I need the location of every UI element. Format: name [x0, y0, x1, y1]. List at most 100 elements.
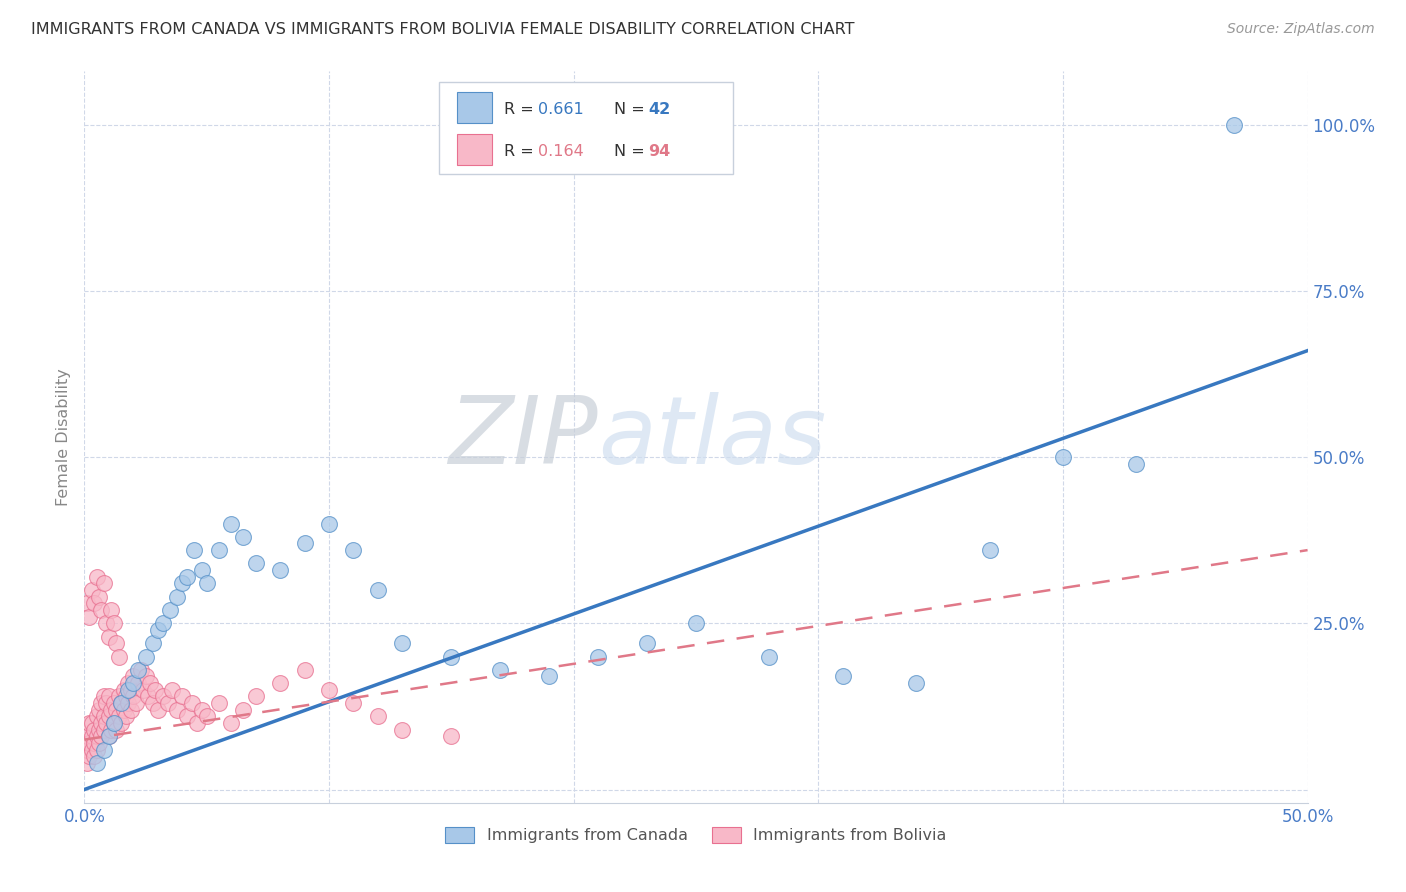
Point: [245, 557, 267, 571]
Point: [342, 696, 364, 710]
Legend: Immigrants from Canada, Immigrants from Bolivia: Immigrants from Canada, Immigrants from …: [439, 821, 953, 850]
Point: [96, 616, 118, 631]
Point: [110, 696, 132, 710]
Point: [367, 582, 389, 597]
Point: [87, 590, 110, 604]
Point: [186, 716, 208, 731]
Point: [538, 669, 561, 683]
Point: [440, 649, 463, 664]
Point: [143, 682, 166, 697]
Point: [136, 690, 159, 704]
Text: Source: ZipAtlas.com: Source: ZipAtlas.com: [1227, 22, 1375, 37]
Point: [146, 703, 169, 717]
Point: [166, 590, 188, 604]
Point: [758, 649, 780, 664]
Point: [1125, 457, 1147, 471]
Point: [232, 530, 254, 544]
Y-axis label: Female Disability: Female Disability: [56, 368, 72, 506]
Point: [195, 709, 218, 723]
Point: [80, 716, 103, 731]
Point: [77, 749, 100, 764]
Point: [77, 609, 100, 624]
Point: [100, 703, 122, 717]
Point: [269, 563, 291, 577]
Point: [294, 536, 316, 550]
Point: [103, 616, 125, 631]
Point: [87, 703, 110, 717]
Point: [86, 729, 108, 743]
Point: [586, 649, 609, 664]
Point: [117, 676, 139, 690]
Point: [117, 696, 139, 710]
Point: [100, 723, 122, 737]
Point: [183, 543, 205, 558]
Point: [172, 576, 194, 591]
Point: [391, 723, 413, 737]
Point: [112, 703, 135, 717]
Text: 42: 42: [648, 102, 671, 117]
Point: [367, 709, 389, 723]
Point: [112, 682, 135, 697]
Point: [93, 742, 115, 756]
Point: [120, 703, 142, 717]
Point: [80, 729, 103, 743]
Point: [191, 703, 214, 717]
Point: [125, 696, 148, 710]
Point: [232, 703, 254, 717]
Point: [83, 723, 105, 737]
Point: [100, 603, 122, 617]
Point: [318, 682, 340, 697]
Point: [129, 663, 152, 677]
Point: [139, 676, 162, 690]
Point: [122, 690, 145, 704]
Point: [97, 709, 120, 723]
Point: [93, 709, 115, 723]
Point: [391, 636, 413, 650]
Point: [110, 696, 132, 710]
Point: [103, 696, 125, 710]
Point: [132, 682, 155, 697]
Point: [440, 729, 463, 743]
Point: [86, 570, 108, 584]
Point: [93, 723, 115, 737]
Point: [342, 543, 364, 558]
Point: [105, 636, 128, 650]
Point: [172, 690, 194, 704]
Point: [87, 736, 110, 750]
Point: [110, 716, 132, 731]
Point: [115, 690, 138, 704]
Point: [93, 576, 115, 591]
Point: [636, 636, 658, 650]
Point: [318, 516, 340, 531]
Point: [117, 682, 139, 697]
Point: [159, 603, 181, 617]
Text: 0.164: 0.164: [538, 145, 583, 159]
Point: [103, 716, 125, 731]
Point: [80, 742, 103, 756]
Point: [90, 729, 112, 743]
Point: [86, 756, 108, 770]
Point: [76, 596, 98, 610]
Point: [107, 649, 129, 664]
Point: [162, 682, 184, 697]
Point: [245, 690, 267, 704]
Point: [195, 576, 218, 591]
Text: IMMIGRANTS FROM CANADA VS IMMIGRANTS FROM BOLIVIA FEMALE DISABILITY CORRELATION : IMMIGRANTS FROM CANADA VS IMMIGRANTS FRO…: [31, 22, 855, 37]
Text: N =: N =: [614, 145, 650, 159]
Point: [122, 676, 145, 690]
Point: [97, 690, 120, 704]
Point: [97, 729, 120, 743]
Point: [208, 696, 231, 710]
Point: [156, 696, 179, 710]
Point: [96, 696, 118, 710]
Point: [90, 603, 112, 617]
Point: [83, 736, 105, 750]
FancyBboxPatch shape: [439, 82, 733, 174]
Point: [76, 756, 98, 770]
Bar: [457, 134, 492, 165]
Point: [76, 742, 98, 756]
Point: [127, 676, 149, 690]
Point: [181, 696, 204, 710]
Point: [90, 716, 112, 731]
Point: [152, 690, 174, 704]
